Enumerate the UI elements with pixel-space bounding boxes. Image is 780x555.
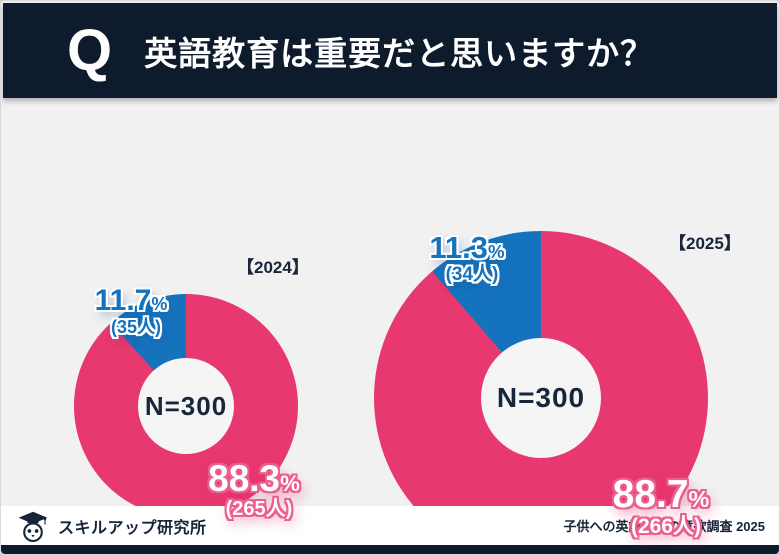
percent-sign: % xyxy=(280,471,300,496)
owl-logo-icon xyxy=(18,511,48,542)
slice-label-2024-no: 11.7% (35人) xyxy=(61,284,201,337)
percent-value: 11.7% xyxy=(94,284,168,317)
bottom-accent-bar xyxy=(1,545,779,554)
chart-area: 【2024】 【2025】 N=300 N=300 11.7% (35人) 88… xyxy=(1,98,779,554)
percent-value: 88.3% xyxy=(208,458,300,499)
percent-sign: % xyxy=(688,486,710,512)
question-title: 英語教育は重要だと思いますか？ xyxy=(144,34,655,72)
donut-hole-2025 xyxy=(481,338,601,458)
count-value: (265人) xyxy=(225,498,293,520)
brand: スキルアップ研究所 xyxy=(17,509,207,543)
donut-hole-2024 xyxy=(138,358,234,454)
donut-chart-2024: N=300 xyxy=(74,294,298,518)
sample-size-2025: N=300 xyxy=(496,382,586,413)
brand-name: スキルアップ研究所 xyxy=(58,519,207,537)
donut-chart-2025: N=300 xyxy=(374,231,708,554)
slice-label-2025-yes: 88.7% (266人) xyxy=(586,475,736,537)
count-value: (34人) xyxy=(445,264,499,285)
sample-size-2024: N=300 xyxy=(144,390,228,421)
slice-label-2025-no: 11.3% (34人) xyxy=(397,232,537,284)
percent-sign: % xyxy=(151,294,168,314)
survey-note: 子供への英語教育の意欲調査 2025 xyxy=(563,519,765,534)
percent-value: 88.7% xyxy=(612,473,710,516)
year-label-2024: 【2024】 xyxy=(237,258,309,277)
count-value: (35人) xyxy=(110,317,161,337)
footer: スキルアップ研究所 子供への英語教育の意欲調査 2025 xyxy=(1,506,779,545)
question-header: Q 英語教育は重要だと思いますか？ xyxy=(3,3,777,98)
count-value: (266人) xyxy=(630,515,702,538)
slice-label-2024-yes: 88.3% (265人) xyxy=(184,460,324,519)
q-mark: Q xyxy=(67,17,113,83)
year-label-2025: 【2025】 xyxy=(669,234,741,253)
percent-value: 11.3% xyxy=(429,230,505,265)
percent-sign: % xyxy=(488,241,505,262)
